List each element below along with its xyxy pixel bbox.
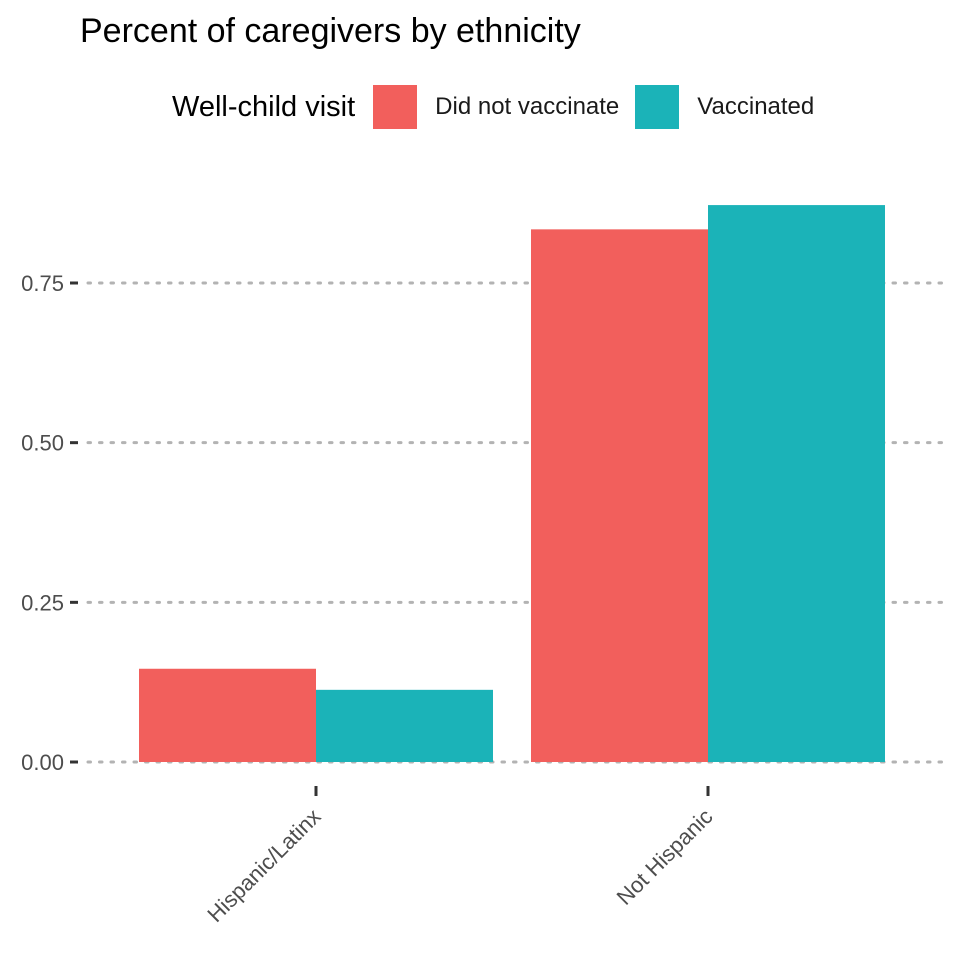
bar-hispanic-latinx-did-not-vaccinate	[139, 668, 316, 762]
legend: Well-child visit Did not vaccinate Vacci…	[172, 84, 830, 130]
y-tick-label-0: 0.00	[21, 750, 64, 775]
y-tick-label-3: 0.75	[21, 271, 64, 296]
legend-title: Well-child visit	[172, 90, 356, 123]
legend-label-did-not-vaccinate: Did not vaccinate	[435, 93, 620, 120]
bar-not-hispanic-vaccinated	[708, 205, 885, 763]
legend-swatch-vaccinated	[635, 85, 680, 129]
legend-label-vaccinated: Vaccinated	[697, 93, 815, 120]
bar-not-hispanic-did-not-vaccinate	[531, 229, 708, 763]
legend-item-vaccinated: Vaccinated	[635, 85, 814, 129]
legend-item-did-not-vaccinate: Did not vaccinate	[373, 85, 619, 129]
legend-swatch-did-not-vaccinate	[373, 85, 418, 129]
y-tick-label-2: 0.50	[21, 431, 64, 456]
bar-hispanic-latinx-vaccinated	[316, 689, 493, 762]
x-tick-label-0: Hispanic/Latinx	[202, 804, 325, 927]
x-tick-label-1: Not Hispanic	[612, 804, 718, 910]
y-tick-label-1: 0.25	[21, 590, 64, 615]
bars	[139, 205, 885, 763]
chart-title: Percent of caregivers by ethnicity	[80, 12, 581, 50]
